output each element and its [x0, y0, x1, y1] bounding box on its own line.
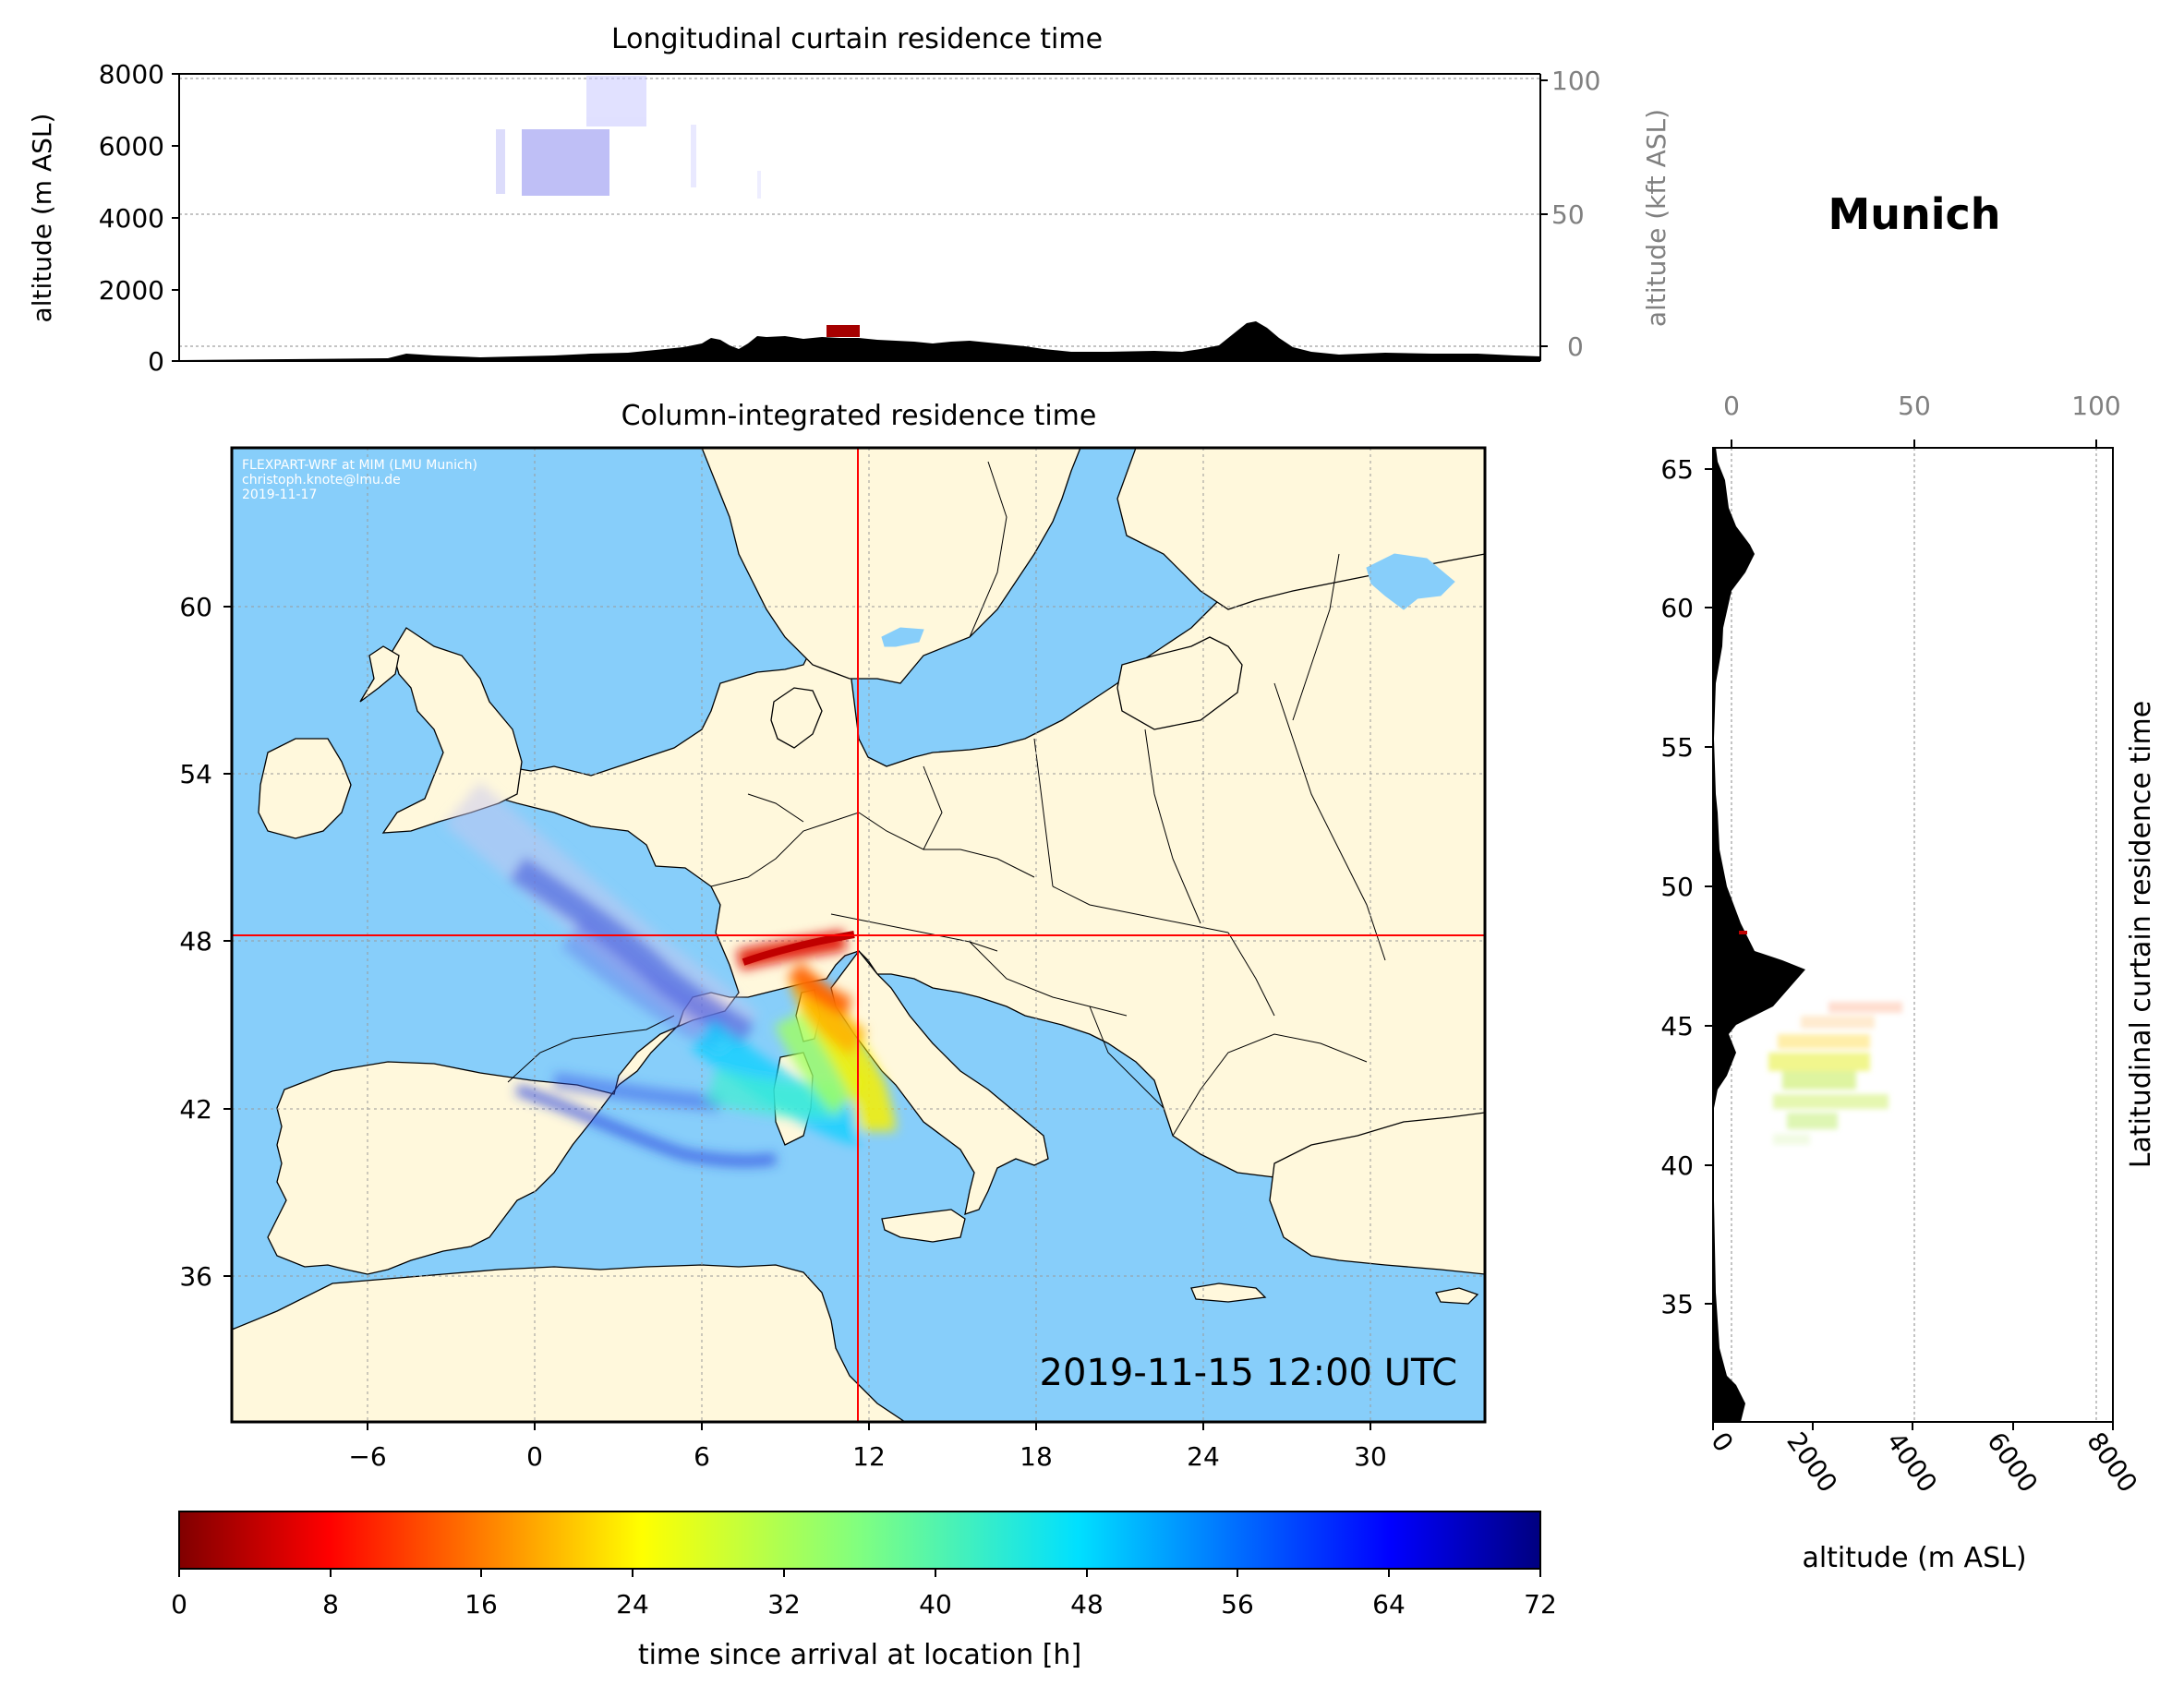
map-xtick-6: 6	[694, 1441, 710, 1472]
land-baltics	[1116, 636, 1243, 730]
right-xtick-8000: 8000	[2081, 1427, 2143, 1498]
map-xtick-m6: −6	[348, 1441, 386, 1472]
map-timestamp: 2019-11-15 12:00 UTC	[1040, 1352, 1457, 1394]
right-xtick-top-0: 0	[1723, 391, 1740, 421]
right-xtick-top-50: 50	[1898, 391, 1931, 421]
top-ytick-8000: 8000	[99, 59, 164, 90]
top-ytick-6000: 6000	[99, 131, 164, 162]
right-ytick-45: 45	[1660, 1011, 1694, 1042]
cbar-tick-8: 8	[322, 1589, 339, 1620]
country-borders	[507, 461, 1386, 1137]
cbar-tick-0: 0	[171, 1589, 187, 1620]
land-ireland	[258, 738, 352, 839]
map-xtick-12: 12	[852, 1441, 886, 1472]
top-ytick-4000: 4000	[99, 203, 164, 234]
right-xaxis-bottom: 0 2000 4000 6000 8000	[1705, 1422, 2143, 1498]
top-panel-title: Longitudinal curtain residence time	[611, 23, 1103, 55]
right-plume	[1768, 1002, 1902, 1145]
land-scandinavia	[701, 448, 1081, 684]
cbar-tick-64: 64	[1372, 1589, 1406, 1620]
cbar-tick-40: 40	[919, 1589, 952, 1620]
map-xtick-30: 30	[1354, 1441, 1387, 1472]
right-release-marker	[1739, 931, 1747, 934]
right-ytick-65: 65	[1660, 454, 1694, 485]
land-crete	[1190, 1283, 1267, 1303]
map-xtick-18: 18	[1020, 1441, 1053, 1472]
cbar-tick-48: 48	[1070, 1589, 1104, 1620]
map-panel-title: Column-integrated residence time	[621, 400, 1097, 432]
right-xtick-4000: 4000	[1880, 1427, 1943, 1498]
lake-ladoga	[1366, 553, 1455, 610]
top-ylabel-left: altitude (m ASL)	[27, 114, 57, 323]
credit-line-2: christoph.knote@lmu.de	[242, 473, 401, 488]
map-xaxis: −6 0 6 12 18 24 30	[348, 1422, 1387, 1472]
credit-line-3: 2019-11-17	[242, 488, 317, 502]
land-denmark	[770, 687, 823, 749]
map-ytick-36: 36	[179, 1261, 212, 1292]
right-yaxis: 35 40 45 50 55 60 65	[1660, 454, 1713, 1319]
top-curtain-plot	[178, 73, 1541, 362]
top-altitude-plume	[496, 76, 761, 199]
right-terrain	[1713, 448, 1805, 1422]
colorbar	[178, 1511, 1541, 1570]
right-xlabel: altitude (m ASL)	[1802, 1542, 2026, 1574]
right-xtick-6000: 6000	[1981, 1427, 2044, 1498]
map-ytick-42: 42	[179, 1094, 212, 1125]
right-ytick-55: 55	[1660, 732, 1694, 763]
right-xaxis-top: 0 50 100	[1723, 391, 2121, 448]
top-ytick-2000: 2000	[99, 275, 164, 306]
map-xtick-0: 0	[526, 1441, 543, 1472]
map-xtick-24: 24	[1187, 1441, 1220, 1472]
right-ylabel: Latitudinal curtain residence time	[2125, 701, 2157, 1168]
top-release-marker	[827, 325, 860, 337]
cbar-tick-16: 16	[465, 1589, 498, 1620]
land-turkey	[1269, 1112, 1485, 1275]
cbar-tick-24: 24	[616, 1589, 649, 1620]
residence-plume	[443, 781, 896, 1167]
map-yaxis: 36 42 48 54 60	[179, 592, 232, 1292]
land-north-africa	[232, 1264, 907, 1422]
cbar-tick-32: 32	[767, 1589, 801, 1620]
top-ytick-right-50: 50	[1551, 199, 1585, 230]
right-curtain-plot	[1713, 448, 2113, 1422]
map-frame: FLEXPART-WRF at MIM (LMU Munich) christo…	[232, 448, 1485, 1422]
lake-vanern	[881, 627, 924, 647]
map-ytick-48: 48	[179, 926, 212, 957]
land-scotland	[359, 645, 400, 703]
release-point-track	[742, 931, 855, 966]
map-ytick-54: 54	[179, 759, 212, 789]
map-ytick-60: 60	[179, 592, 212, 622]
land-cyprus	[1435, 1287, 1479, 1305]
top-yaxis-right: 0 50 100	[1540, 66, 1600, 362]
top-yaxis-left: 0 2000 4000 6000 8000	[99, 59, 179, 377]
land-great-britain	[381, 627, 523, 834]
top-terrain	[179, 321, 1540, 361]
credit-line-1: FLEXPART-WRF at MIM (LMU Munich)	[242, 458, 477, 473]
right-xtick-0: 0	[1705, 1427, 1739, 1458]
right-ytick-60: 60	[1660, 593, 1694, 623]
land-sicily	[881, 1209, 966, 1243]
top-ylabel-right: altitude (kft ASL)	[1641, 109, 1671, 327]
right-ytick-35: 35	[1660, 1289, 1694, 1319]
colorbar-ticks: 0 8 16 24 32 40 48 56 64 72	[171, 1569, 1557, 1620]
right-ytick-50: 50	[1660, 872, 1694, 902]
location-title: Munich	[1828, 189, 2000, 239]
colorbar-label: time since arrival at location [h]	[638, 1639, 1081, 1671]
top-ytick-right-0: 0	[1567, 331, 1584, 362]
top-ytick-right-100: 100	[1551, 66, 1600, 96]
cbar-tick-56: 56	[1221, 1589, 1254, 1620]
map-border	[230, 446, 1487, 1424]
cbar-tick-72: 72	[1524, 1589, 1557, 1620]
right-xtick-2000: 2000	[1780, 1427, 1843, 1498]
top-ytick-0: 0	[148, 346, 164, 377]
right-xtick-top-100: 100	[2071, 391, 2120, 421]
right-ytick-40: 40	[1660, 1150, 1694, 1181]
